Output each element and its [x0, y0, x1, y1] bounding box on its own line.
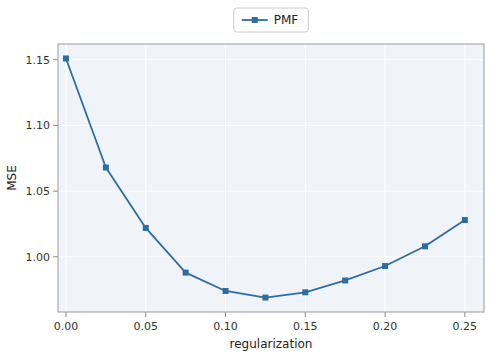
y-tick	[53, 256, 58, 257]
chart: 0.00 0.05 0.10 0.15 0.20 0.25 1.00 1.05 1.10 1.15…	[0, 0, 500, 358]
y-tick-label: 1.00	[26, 251, 51, 264]
y-tick	[53, 125, 58, 126]
marker	[63, 55, 69, 61]
y-tick-label: 1.15	[26, 54, 51, 67]
x-axis-label: regularization	[230, 337, 313, 351]
marker	[183, 270, 189, 276]
x-tick-label: 0.10	[213, 320, 238, 333]
x-tick-label: 0.20	[373, 320, 398, 333]
line	[66, 58, 465, 297]
x-tick	[225, 312, 226, 317]
marker	[342, 277, 348, 283]
y-grid-line	[58, 256, 484, 257]
y-tick	[53, 191, 58, 192]
marker	[462, 217, 468, 223]
marker	[103, 164, 109, 170]
x-tick-label: 0.00	[54, 320, 79, 333]
x-tick	[145, 312, 146, 317]
x-tick-label: 0.25	[453, 320, 478, 333]
plot-frame	[58, 44, 484, 312]
x-tick	[65, 312, 66, 317]
x-grid-line	[305, 44, 306, 312]
legend: PMF	[234, 8, 309, 32]
legend-box	[234, 8, 309, 32]
marker	[143, 225, 149, 231]
marker	[382, 263, 388, 269]
marker	[262, 295, 268, 301]
plot-background	[58, 44, 484, 312]
x-grid-line	[385, 44, 386, 312]
x-tick-label: 0.15	[293, 320, 318, 333]
y-axis-label: MSE	[5, 165, 19, 191]
x-grid-line	[225, 44, 226, 312]
y-tick	[53, 59, 58, 60]
x-tick	[385, 312, 386, 317]
x-grid-line	[464, 44, 465, 312]
legend-marker	[252, 17, 258, 23]
grid	[58, 44, 484, 312]
axes: 0.00 0.05 0.10 0.15 0.20 0.25 1.00 1.05 1.10 1.15	[26, 54, 478, 333]
x-tick-label: 0.05	[134, 320, 159, 333]
y-grid-line	[58, 59, 484, 60]
x-grid-line	[65, 44, 66, 312]
legend-label: PMF	[274, 13, 299, 27]
y-grid-line	[58, 125, 484, 126]
marker	[302, 289, 308, 295]
data	[63, 55, 468, 300]
marker	[223, 288, 229, 294]
y-tick-label: 1.05	[26, 185, 51, 198]
marker	[422, 243, 428, 249]
x-tick	[464, 312, 465, 317]
y-tick-label: 1.10	[26, 119, 51, 132]
x-grid-line	[145, 44, 146, 312]
x-tick	[305, 312, 306, 317]
